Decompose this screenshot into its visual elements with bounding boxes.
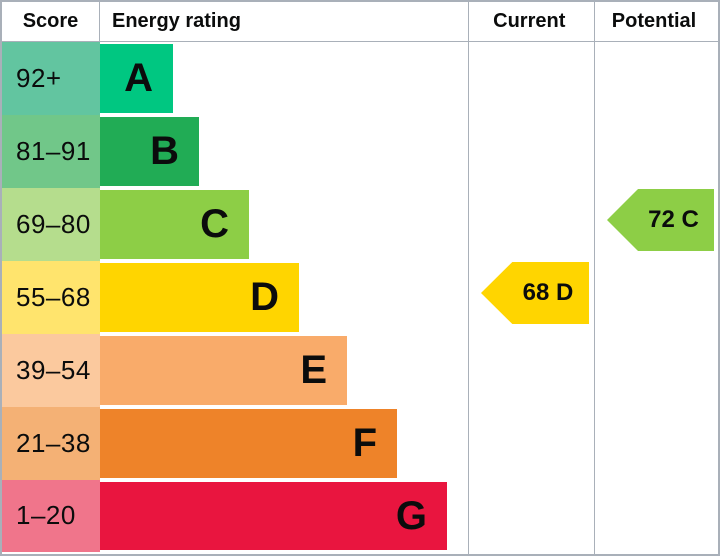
band-row-g: 1–20 G [2,479,718,553]
score-cell: 55–68 [2,260,100,334]
rating-bar: D [100,262,299,332]
score-cell: 39–54 [2,333,100,407]
band-row-a: 92+ A [2,42,718,115]
rating-bar: F [100,408,397,478]
band-row-f: 21–38 F [2,406,718,480]
energy-rating-column-header: Energy rating [112,10,241,32]
current-rating-label: 68 D [522,279,574,306]
rating-bar: E [100,335,347,405]
score-cell: 92+ [2,42,100,115]
rating-bar: A [100,44,173,113]
score-cell: 81–91 [2,114,100,188]
rating-letter: B [150,129,179,174]
potential-rating-label: 72 C [648,206,699,233]
rating-letter: D [250,275,279,320]
band-row-b: 81–91 B [2,114,718,188]
score-cell: 1–20 [2,479,100,553]
rating-letter: A [124,56,153,101]
rating-letter: G [395,493,427,538]
band-row-c: 69–80 C [2,187,718,261]
band-row-d: 55–68 D [2,260,718,334]
score-cell: 21–38 [2,406,100,480]
rating-bar: G [100,481,447,551]
potential-column-header: Potential [611,10,697,32]
chart-body: 92+ A 81–91 B 69–80 C 55–68 D 39–54 E 21… [2,42,718,553]
band-row-e: 39–54 E [2,333,718,407]
current-column-header: Current [493,10,566,32]
rating-letter: F [352,421,377,466]
score-column-header: Score [2,2,100,41]
score-cell: 69–80 [2,187,100,261]
rating-bar: B [100,116,199,186]
current-column-divider [468,2,469,554]
rating-letter: C [200,202,229,247]
rating-letter: E [300,348,327,393]
chart-header: Score Energy rating Current Potential [2,2,718,42]
potential-column-divider [594,2,595,554]
rating-bar: C [100,189,249,259]
